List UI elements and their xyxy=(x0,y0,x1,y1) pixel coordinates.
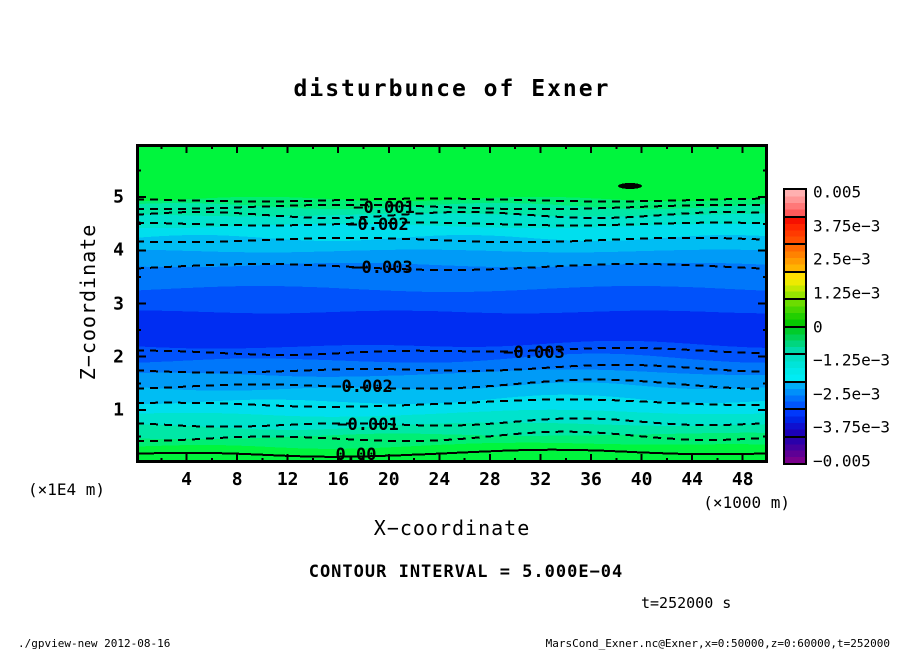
x-tick-label: 28 xyxy=(479,469,501,490)
y-tick-label: 5 xyxy=(113,186,124,208)
x-tick-label: 36 xyxy=(580,469,602,490)
plot-area: −0.001 −0.002 −0.003 −0.003 −0.002 −0.001 0.00 xyxy=(135,144,769,465)
contour-line xyxy=(136,346,769,356)
colorbar-cell xyxy=(785,437,805,463)
y-axis-unit-label: (×1E4 m) xyxy=(28,480,106,499)
contour-line xyxy=(135,378,769,390)
colorbar-cell xyxy=(785,382,805,410)
colorbar-cell xyxy=(785,272,805,300)
contour-line xyxy=(135,236,769,244)
contour-line xyxy=(135,210,769,219)
x-tick-label: 32 xyxy=(529,469,552,490)
x-axis-title: X−coordinate xyxy=(373,516,531,540)
colorbar-cell xyxy=(785,300,805,328)
contour-line xyxy=(135,448,769,458)
y-tick-labels: 1 2 3 4 5 xyxy=(96,144,124,463)
colorbar-label: −3.75e−3 xyxy=(813,417,891,437)
contour-line xyxy=(135,203,769,211)
colorbar-cell xyxy=(785,355,805,383)
contour-line xyxy=(135,363,769,374)
contour-line xyxy=(135,398,768,408)
contour-interval-label: CONTOUR INTERVAL = 5.000E−04 xyxy=(308,562,624,582)
colorbar-label: 0 xyxy=(813,317,823,336)
x-tick-label: 20 xyxy=(377,469,400,490)
y-tick-label: 4 xyxy=(113,239,124,261)
colorbar-label: −0.005 xyxy=(813,451,871,471)
colorbar-cell xyxy=(785,217,805,245)
footer-command-text: ./gpview-new 2012-08-16 xyxy=(18,637,171,650)
contour-line xyxy=(135,221,769,227)
x-tick-label: 16 xyxy=(327,469,350,490)
colorbar-label: 3.75e−3 xyxy=(813,216,881,236)
contour-label: −0.002 xyxy=(347,215,408,235)
contour-line xyxy=(135,197,769,203)
contour-label: −0.002 xyxy=(331,377,392,397)
contour-line xyxy=(135,417,769,428)
y-tick-label: 3 xyxy=(113,293,124,314)
chart-title: disturbunce of Exner xyxy=(293,76,611,102)
x-tick-label: 44 xyxy=(681,469,703,490)
colorbar-labels: 0.005 3.75e−3 2.5e−3 1.25e−3 0 −1.25e−3 −2.5e−… xyxy=(813,183,903,471)
x-tick-label: 48 xyxy=(731,469,754,490)
contour-label: −0.001 xyxy=(337,415,398,435)
x-tick-label: 4 xyxy=(181,469,192,490)
y-tick-label: 2 xyxy=(113,346,124,368)
contour-label: −0.001 xyxy=(353,198,414,218)
x-tick-label: 8 xyxy=(231,469,243,490)
x-tick-label: 24 xyxy=(428,469,451,490)
colorbar-cell xyxy=(785,327,805,355)
colorbar-cell xyxy=(785,245,805,273)
y-tick-label: 1 xyxy=(113,399,124,421)
contour-label: −0.003 xyxy=(503,343,564,363)
colorbar-label: 0.005 xyxy=(813,182,862,202)
plot-frame xyxy=(136,144,768,463)
x-tick-label: 40 xyxy=(630,469,653,490)
footer-source-text: MarsCond_Exner.nc@Exner,x=0:50000,z=0:60… xyxy=(545,637,890,650)
colorbar-label: 2.5e−3 xyxy=(813,249,871,269)
colorbar-cell xyxy=(785,190,805,218)
x-axis-unit-label: (×1000 m) xyxy=(703,493,790,512)
time-label: t=252000 s xyxy=(641,594,732,612)
x-tick-label: 12 xyxy=(276,469,299,490)
contour-label: −0.003 xyxy=(351,258,412,278)
colorbar xyxy=(783,188,807,465)
colorbar-label: 1.25e−3 xyxy=(813,283,881,303)
contour-line xyxy=(135,263,769,271)
colorbar-label: −2.5e−3 xyxy=(813,384,881,404)
contour-line xyxy=(136,430,769,442)
x-tick-labels: 4 8 12 16 20 24 28 32 36 40 44 48 xyxy=(136,469,768,491)
colorbar-label: −1.25e−3 xyxy=(813,350,891,370)
zero-contour-speck xyxy=(618,183,642,189)
colorbar-cell xyxy=(785,410,805,438)
